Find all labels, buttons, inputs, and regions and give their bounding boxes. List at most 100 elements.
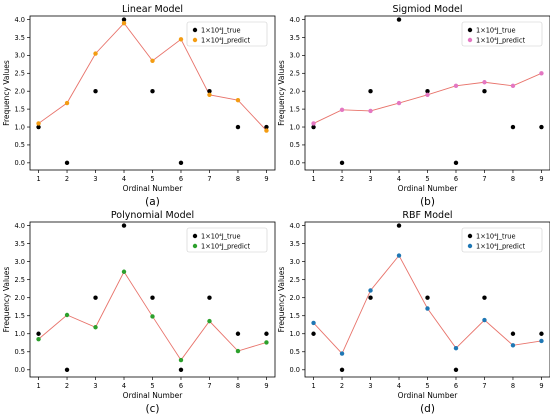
- true-point: [264, 331, 269, 336]
- y-tick-label: 0.5: [15, 141, 26, 149]
- predict-point: [396, 100, 402, 106]
- true-point: [178, 160, 184, 166]
- true-point: [311, 124, 316, 130]
- y-tick-label: 2.0: [290, 88, 301, 96]
- x-tick-label: 4: [122, 175, 126, 183]
- predict-point: [339, 107, 345, 113]
- y-tick-label: 4.0: [15, 16, 26, 24]
- y-tick-label: 3.5: [290, 240, 301, 248]
- predict-point: [539, 71, 544, 76]
- predict-point: [425, 306, 430, 311]
- legend-box: [186, 21, 268, 47]
- predict-point: [510, 343, 516, 348]
- x-tick-label: 1: [311, 382, 315, 390]
- x-tick-label: 6: [454, 382, 458, 390]
- predict-point: [178, 357, 184, 363]
- x-tick-label: 5: [150, 382, 154, 390]
- true-point: [93, 295, 98, 300]
- predict-point: [207, 318, 212, 324]
- true-point: [264, 124, 269, 130]
- true-point: [339, 160, 345, 166]
- panel-caption: (b): [420, 196, 435, 208]
- legend-label: 1×10⁴J_predict: [476, 36, 525, 44]
- panel-caption: (a): [145, 196, 160, 208]
- x-tick-label: 2: [65, 382, 69, 390]
- chart-panel-1: Linear Model 1 2 3 4 5 6 7 8 9 0.0 0.5 1.0 1.5 2.0 2.5 3…: [2, 4, 276, 208]
- legend: 1×10⁴J_true 1×10⁴J_predict: [186, 21, 268, 47]
- predict-point: [121, 269, 127, 274]
- predict-point: [178, 37, 184, 42]
- y-tick-label: 2.0: [290, 294, 301, 302]
- x-tick-label: 7: [207, 382, 211, 390]
- legend-marker: [467, 37, 473, 43]
- x-tick-label: 8: [511, 382, 515, 390]
- x-tick-label: 7: [207, 175, 211, 183]
- x-tick-label: 9: [539, 382, 543, 390]
- x-tick-label: 3: [368, 382, 372, 390]
- y-axis-label: Frequency Values: [2, 60, 11, 126]
- y-tick-label: 2.5: [15, 276, 26, 284]
- y-tick-label: 2.0: [15, 88, 26, 96]
- x-tick-label: 4: [122, 382, 126, 390]
- x-tick-label: 4: [397, 382, 401, 390]
- true-point: [539, 124, 544, 130]
- predict-point: [64, 100, 70, 106]
- true-point: [482, 295, 487, 300]
- predict-point: [482, 80, 487, 85]
- legend-label: 1×10⁴J_predict: [476, 242, 525, 250]
- y-tick-label: 0.5: [290, 141, 301, 149]
- predict-point: [36, 121, 41, 126]
- legend-label: 1×10⁴J_true: [476, 232, 516, 240]
- y-tick-label: 1.5: [290, 105, 301, 113]
- y-tick-label: 2.5: [290, 276, 301, 284]
- true-point: [368, 295, 373, 300]
- x-tick-label: 7: [482, 382, 486, 390]
- y-tick-label: 0.5: [290, 348, 301, 356]
- predict-point: [510, 83, 516, 89]
- predict-point: [311, 121, 316, 126]
- predict-point: [368, 288, 373, 293]
- x-tick-label: 2: [340, 382, 344, 390]
- y-tick-label: 3.0: [15, 258, 26, 266]
- predict-point: [264, 128, 269, 133]
- x-axis-label: Ordinal Number: [398, 184, 459, 193]
- true-point: [121, 17, 127, 22]
- x-tick-label: 9: [264, 382, 268, 390]
- x-tick-label: 1: [36, 175, 40, 183]
- predict-point: [121, 20, 127, 26]
- predict-point: [339, 351, 345, 356]
- predict-point: [93, 325, 98, 330]
- y-tick-label: 3.5: [290, 34, 301, 42]
- legend-box: [461, 21, 543, 47]
- x-tick-label: 3: [93, 382, 97, 390]
- legend-marker: [467, 243, 473, 249]
- predict-point: [539, 338, 544, 344]
- true-point: [425, 295, 430, 300]
- true-point: [64, 367, 70, 372]
- predict-point: [482, 317, 487, 323]
- true-point: [368, 89, 373, 94]
- y-tick-label: 1.0: [290, 123, 301, 131]
- legend-marker: [192, 243, 198, 249]
- y-tick-label: 0.5: [15, 348, 26, 356]
- y-tick-label: 0.0: [290, 159, 301, 167]
- x-axis-label: Ordinal Number: [123, 391, 184, 400]
- y-tick-label: 1.5: [290, 312, 301, 320]
- legend-label: 1×10⁴J_predict: [201, 36, 250, 44]
- predict-point: [264, 340, 269, 345]
- chart-title: Sigmiod Model: [393, 4, 463, 15]
- predict-point: [396, 253, 402, 258]
- legend-marker: [192, 27, 198, 33]
- true-point: [396, 17, 402, 22]
- legend: 1×10⁴J_true 1×10⁴J_predict: [461, 21, 543, 47]
- y-tick-label: 3.0: [290, 258, 301, 266]
- x-tick-label: 6: [179, 382, 183, 390]
- true-point: [235, 331, 241, 336]
- legend-marker: [467, 233, 473, 239]
- y-tick-label: 1.0: [15, 330, 26, 338]
- true-point: [64, 160, 70, 166]
- x-tick-label: 6: [454, 175, 458, 183]
- y-tick-label: 3.0: [15, 52, 26, 60]
- chart-title: RBF Model: [402, 210, 452, 221]
